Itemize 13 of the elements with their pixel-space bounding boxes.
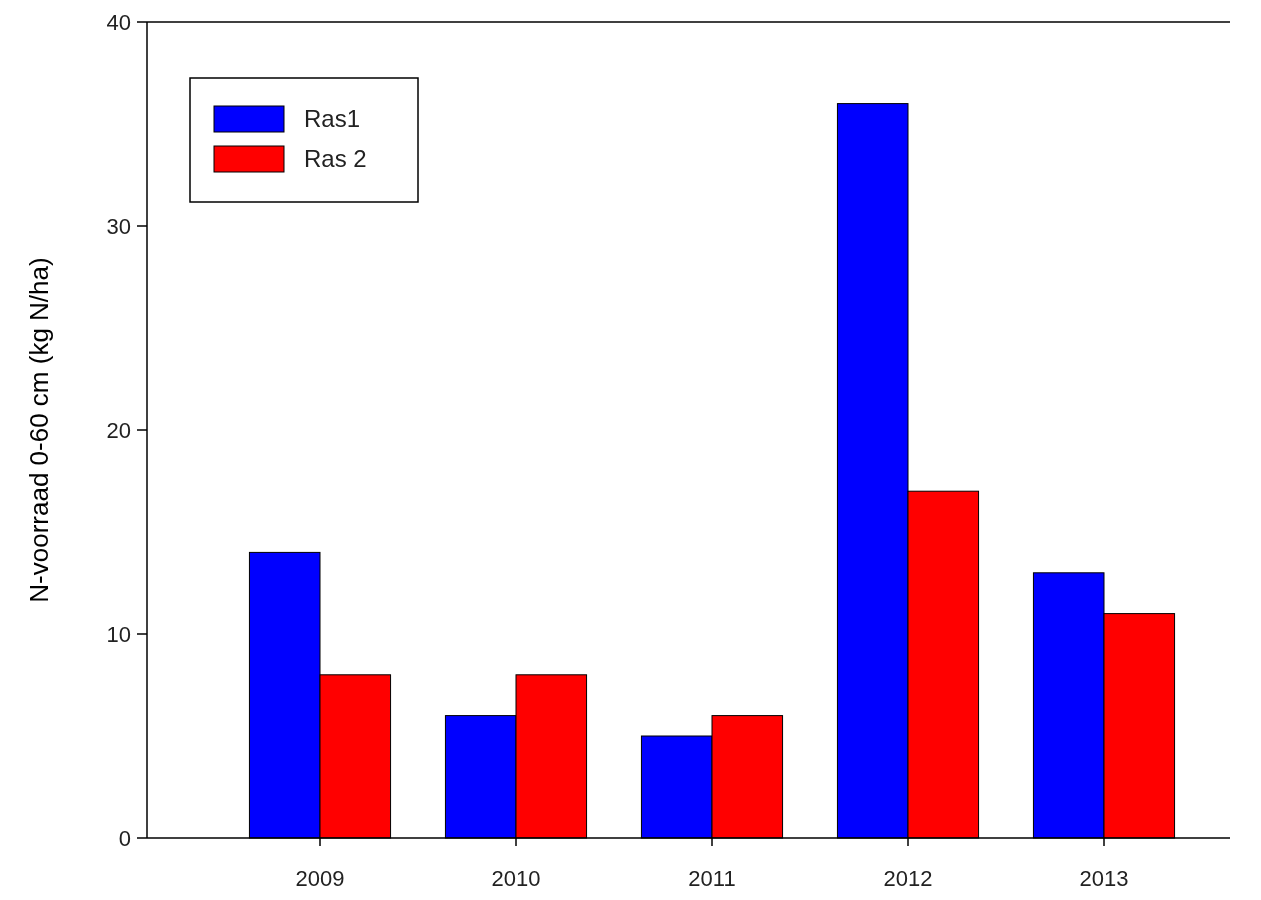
y-tick-label: 20 bbox=[106, 417, 131, 443]
x-tick-label: 2010 bbox=[491, 866, 541, 891]
y-tick-label: 10 bbox=[106, 621, 131, 647]
x-tick-label: 2013 bbox=[1079, 866, 1129, 891]
x-tick-label: 2011 bbox=[688, 866, 736, 891]
x-tick-label: 2012 bbox=[883, 866, 933, 891]
y-tick-label: 30 bbox=[106, 213, 131, 239]
y-tick-label: 40 bbox=[106, 9, 131, 35]
x-tick-label: 2009 bbox=[295, 866, 345, 891]
y-axis-title: N-voorraad 0-60 cm (kg N/ha) bbox=[24, 257, 54, 603]
legend-label: Ras1 bbox=[304, 105, 361, 133]
legend-label: Ras 2 bbox=[304, 145, 367, 173]
y-tick-label: 0 bbox=[118, 825, 131, 851]
